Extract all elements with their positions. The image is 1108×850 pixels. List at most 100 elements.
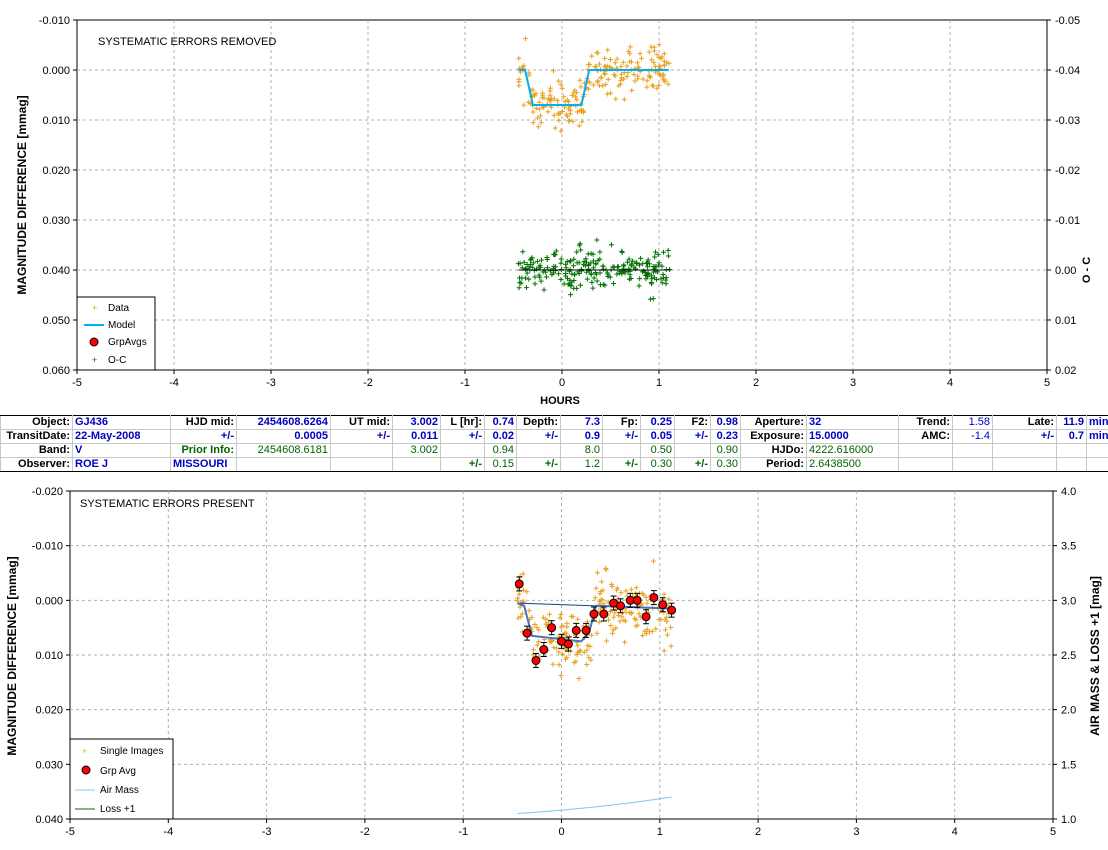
- data-point: [605, 76, 611, 82]
- prior-info-label: Prior Info:: [170, 443, 237, 458]
- data-point: [656, 82, 662, 88]
- data-point: [610, 627, 616, 633]
- oc-point: [643, 276, 649, 282]
- oc-point: [647, 296, 653, 302]
- grpavg-point: [539, 645, 549, 655]
- axis-ticks: -5 -4 -3 -2 -1 0 1 2 3 4 5 -0.020 -0.010 0.000 0.010 0.…: [32, 486, 1077, 838]
- legend-single-label: Single Images: [100, 746, 163, 757]
- data-point: [668, 643, 674, 649]
- data-point: [594, 630, 600, 636]
- prior-fp-err-value: 0.30: [640, 457, 675, 472]
- data-point: [599, 579, 605, 585]
- oc-point: [578, 247, 584, 253]
- empty-cell: [516, 443, 561, 458]
- oc-point: [581, 258, 587, 264]
- data-point: [656, 55, 662, 61]
- data-point: [623, 588, 629, 594]
- data-point: [648, 44, 654, 50]
- amc-label: AMC:: [898, 429, 953, 444]
- hjdo-label: HJDo:: [740, 443, 807, 458]
- data-point: [515, 615, 521, 621]
- prior-hjd-value: 2454608.6181: [236, 443, 331, 458]
- data-point: [596, 619, 602, 625]
- systematic-errors-present-chart: -5 -4 -3 -2 -1 0 1 2 3 4 5 -0.020 -0.010 0.000 0.010 0.…: [5, 486, 1102, 838]
- oc-point: [565, 281, 571, 287]
- data-point: [570, 614, 576, 620]
- y-tick-label: 0.030: [42, 215, 70, 227]
- data-point: [646, 49, 652, 55]
- data-point: [566, 106, 572, 112]
- data-point: [651, 60, 657, 66]
- x-axis-label: HOURS: [540, 395, 580, 407]
- oc-point: [571, 256, 577, 262]
- data-point: [607, 609, 613, 615]
- y-tick-label: 0.010: [42, 115, 70, 127]
- data-point: [554, 645, 560, 651]
- data-point: [592, 595, 598, 601]
- y-tick-label: 0.000: [35, 595, 63, 607]
- data-point: [545, 96, 551, 102]
- data-point: [534, 625, 540, 631]
- data-point: [596, 61, 602, 67]
- oc-point: [595, 258, 601, 264]
- aperture-label: Aperture:: [740, 415, 807, 430]
- legend-airmass-label: Air Mass: [100, 785, 139, 796]
- oc-point: [576, 260, 582, 266]
- ut-mid-label: UT mid:: [330, 415, 393, 430]
- data-point: [661, 591, 667, 597]
- y-tick-label: 0.030: [35, 759, 63, 771]
- data-point: [597, 591, 603, 597]
- data-point: [551, 112, 557, 118]
- data-point: [644, 78, 650, 84]
- data-point: [618, 590, 624, 596]
- y2-tick-label: 3.5: [1061, 541, 1076, 553]
- oc-point: [558, 260, 564, 266]
- systematic-errors-removed-chart: -5 -4 -3 -2 -1 0 1 2 3 4 5 -0.010 0.000 0.010 0.020 0.0…: [15, 15, 1093, 407]
- grpavg-point: [641, 612, 651, 622]
- data-point: [611, 614, 617, 620]
- data-point: [643, 594, 649, 600]
- data-point: [635, 76, 641, 82]
- data-point: [668, 624, 674, 630]
- x-tick-label: -1: [458, 826, 468, 838]
- oc-point: [558, 256, 564, 262]
- oc-point: [584, 259, 590, 265]
- l-err-label: +/-: [440, 429, 485, 444]
- data-point: [564, 620, 570, 626]
- legend-single-marker: +: [82, 746, 87, 756]
- data-point: [536, 99, 542, 105]
- y2-tick-label: 0.02: [1055, 365, 1076, 377]
- data-point: [566, 118, 572, 124]
- oc-point: [637, 276, 643, 282]
- data-point: [547, 88, 553, 94]
- data-point: [607, 56, 613, 62]
- oc-point: [519, 275, 525, 281]
- oc-point: [563, 261, 569, 267]
- object-value: GJ436: [72, 415, 171, 430]
- oc-point: [597, 270, 603, 276]
- data-point: [647, 74, 653, 80]
- info-row-2: TransitDate: 22-May-2008 +/- 0.0005 +/- …: [0, 429, 1108, 444]
- data-point: [635, 622, 641, 628]
- fp-value: 0.25: [640, 415, 675, 430]
- data-point: [570, 118, 576, 124]
- data-point: [656, 42, 662, 48]
- data-point: [644, 84, 650, 90]
- data-point: [521, 63, 527, 69]
- data-point: [608, 90, 614, 96]
- hjd-err-value: 0.0005: [236, 429, 331, 444]
- grpavg-point: [571, 625, 581, 635]
- data-point: [539, 95, 545, 101]
- oc-point: [571, 285, 577, 291]
- data-point: [558, 82, 564, 88]
- x-tick-label: 5: [1044, 377, 1050, 389]
- ut-err-value: 0.011: [392, 429, 441, 444]
- data-point: [598, 597, 604, 603]
- data-point: [555, 111, 561, 117]
- data-point: [640, 76, 646, 82]
- grid-lines: [70, 491, 1053, 819]
- data-point: [632, 78, 638, 84]
- data-point: [608, 623, 614, 629]
- data-point: [575, 643, 581, 649]
- hjdo-value: 4222.616000: [806, 443, 899, 458]
